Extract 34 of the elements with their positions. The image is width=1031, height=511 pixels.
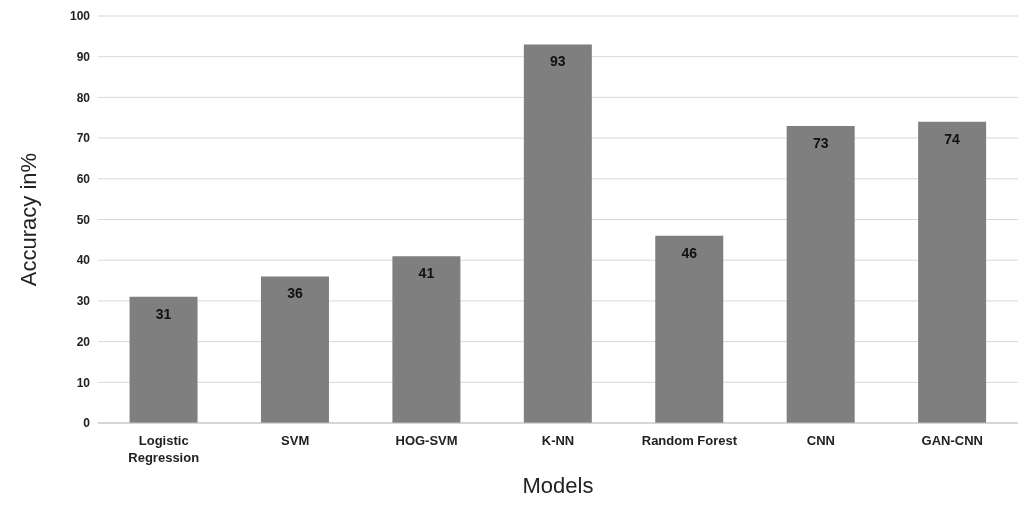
bar [260, 276, 329, 423]
y-tick-label: 20 [76, 334, 91, 349]
y-tick-label: 100 [69, 9, 91, 24]
bar [655, 235, 724, 423]
x-tick-label: GAN-CNN [921, 433, 983, 448]
data-label: 93 [550, 53, 566, 70]
y-tick-label: 50 [76, 212, 91, 227]
y-tick-label: 30 [76, 294, 91, 309]
y-tick-label: 60 [76, 172, 91, 187]
x-tick-label: Logistic Regression [128, 433, 200, 465]
bar [523, 44, 592, 423]
x-tick-label: Random Forest [641, 433, 738, 448]
data-label: 46 [681, 244, 698, 261]
x-tick-label: CNN [806, 433, 835, 448]
x-tick-label: HOG-SVM [395, 433, 458, 448]
data-label: 74 [944, 130, 961, 147]
x-axis-title: Models [522, 472, 594, 498]
y-axis-title: Accuracy in% [15, 152, 41, 287]
y-tick-label: 80 [76, 90, 91, 105]
y-tick-label: 70 [76, 131, 91, 146]
data-label: 41 [418, 265, 435, 282]
bar [392, 256, 461, 423]
data-label: 31 [155, 305, 172, 322]
y-tick-label: 90 [76, 49, 91, 64]
y-tick-label: 0 [83, 416, 91, 431]
bar [786, 125, 855, 423]
x-tick-label: K-NN [541, 433, 575, 448]
y-tick-label: 40 [76, 253, 91, 268]
y-tick-label: 10 [76, 375, 91, 390]
data-label: 36 [287, 285, 303, 302]
bar [129, 296, 198, 423]
x-tick-label: SVM [281, 433, 310, 448]
bar [918, 121, 987, 423]
data-label: 73 [812, 134, 829, 151]
